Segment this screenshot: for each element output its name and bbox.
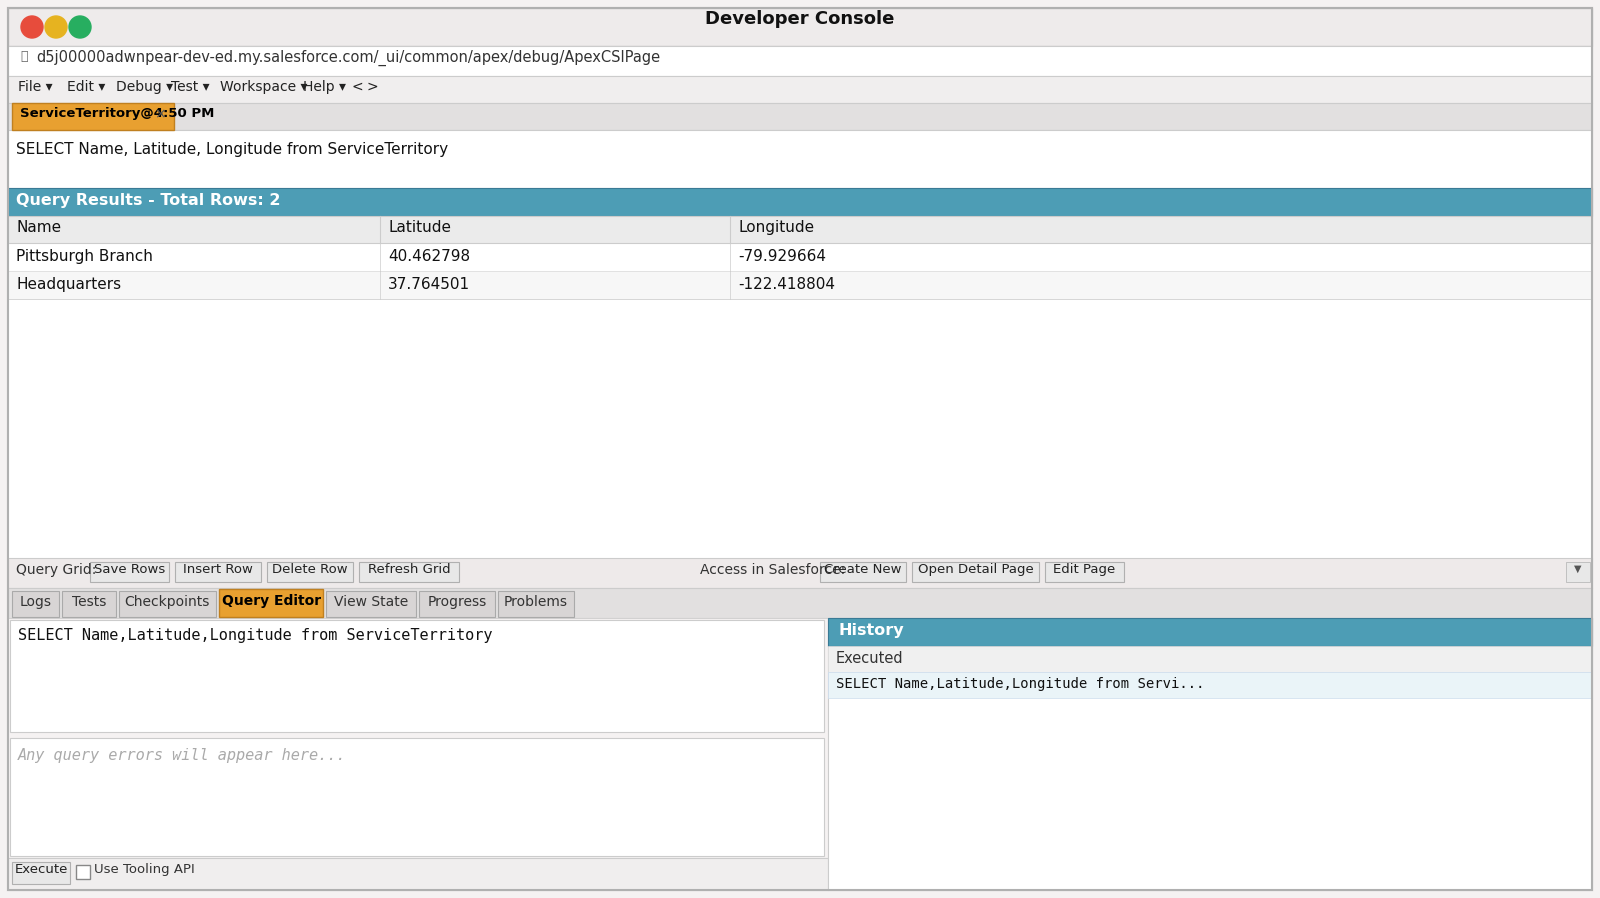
Bar [8, 588, 1592, 618]
Bar [8, 271, 1592, 299]
Text: Progress: Progress [427, 595, 486, 609]
Text: Query Grid:: Query Grid: [16, 563, 96, 577]
Text: Checkpoints: Checkpoints [125, 595, 210, 609]
Text: File ▾: File ▾ [18, 80, 53, 94]
Bar [62, 591, 115, 617]
Bar [912, 562, 1038, 582]
Bar [1045, 562, 1123, 582]
Text: Developer Console: Developer Console [706, 10, 894, 28]
Bar [819, 562, 906, 582]
Text: Help ▾: Help ▾ [302, 80, 346, 94]
Bar [219, 589, 323, 617]
Text: Query Editor: Query Editor [222, 594, 320, 608]
Bar [498, 591, 574, 617]
Text: Edit ▾: Edit ▾ [67, 80, 106, 94]
Bar [13, 591, 59, 617]
Bar [829, 646, 1592, 672]
Text: View State: View State [334, 595, 408, 609]
Text: ServiceTerritory@4:50 PM: ServiceTerritory@4:50 PM [19, 107, 214, 120]
Text: Debug ▾: Debug ▾ [115, 80, 173, 94]
Bar [8, 558, 1592, 588]
Bar [8, 243, 1592, 271]
Circle shape [21, 16, 43, 38]
Circle shape [45, 16, 67, 38]
Text: Open Detail Page: Open Detail Page [917, 563, 1034, 576]
Text: Refresh Grid: Refresh Grid [368, 563, 450, 576]
Text: Name: Name [16, 220, 61, 235]
Text: Delete Row: Delete Row [272, 563, 349, 576]
Text: SELECT Name, Latitude, Longitude from ServiceTerritory: SELECT Name, Latitude, Longitude from Se… [16, 142, 448, 157]
Text: Executed: Executed [835, 651, 904, 666]
Bar [8, 618, 829, 858]
Text: Access in Salesforce:: Access in Salesforce: [701, 563, 845, 577]
Bar [8, 76, 1592, 103]
Text: Pittsburgh Branch: Pittsburgh Branch [16, 249, 154, 264]
Text: 37.764501: 37.764501 [387, 277, 470, 292]
Bar [358, 562, 459, 582]
Text: Tests: Tests [72, 595, 106, 609]
Text: Insert Row: Insert Row [184, 563, 253, 576]
Bar [419, 591, 494, 617]
Text: Any query errors will appear here...: Any query errors will appear here... [18, 748, 347, 763]
Bar [1566, 562, 1590, 582]
Text: History: History [838, 623, 904, 638]
Text: Logs: Logs [19, 595, 51, 609]
Bar [13, 103, 174, 130]
Bar [10, 738, 824, 856]
Text: Workspace ▾: Workspace ▾ [221, 80, 307, 94]
Text: Longitude: Longitude [738, 220, 814, 235]
Text: Execute: Execute [14, 863, 67, 876]
Text: Problems: Problems [504, 595, 568, 609]
Text: ▼: ▼ [1574, 564, 1582, 574]
Bar [118, 591, 216, 617]
Circle shape [69, 16, 91, 38]
Text: ×: × [154, 107, 166, 121]
Bar [829, 672, 1592, 698]
Bar [267, 562, 354, 582]
Text: Edit Page: Edit Page [1053, 563, 1115, 576]
Bar [829, 618, 1592, 646]
Text: Test ▾: Test ▾ [171, 80, 210, 94]
Bar [13, 862, 70, 884]
Bar [8, 103, 1592, 130]
Bar [8, 130, 1592, 188]
Bar [10, 620, 824, 732]
Text: Use Tooling API: Use Tooling API [94, 863, 195, 876]
Bar [77, 865, 90, 879]
Text: SELECT Name,Latitude,Longitude from ServiceTerritory: SELECT Name,Latitude,Longitude from Serv… [18, 628, 493, 643]
Bar [8, 188, 1592, 216]
Text: -79.929664: -79.929664 [738, 249, 826, 264]
Text: Save Rows: Save Rows [94, 563, 165, 576]
Text: -122.418804: -122.418804 [738, 277, 835, 292]
Bar [90, 562, 170, 582]
Bar [8, 299, 1592, 558]
Text: 40.462798: 40.462798 [387, 249, 470, 264]
Bar [8, 858, 829, 890]
Bar [829, 618, 1592, 890]
Bar [8, 8, 1592, 46]
Text: d5j00000adwnpear-dev-ed.my.salesforce.com/_ui/common/apex/debug/ApexCSIPage: d5j00000adwnpear-dev-ed.my.salesforce.co… [35, 50, 661, 66]
Text: Query Results - Total Rows: 2: Query Results - Total Rows: 2 [16, 193, 280, 208]
Text: ⚿: ⚿ [19, 50, 27, 63]
Text: <: < [352, 80, 363, 94]
Bar [8, 46, 1592, 76]
Text: SELECT Name,Latitude,Longitude from Servi...: SELECT Name,Latitude,Longitude from Serv… [835, 677, 1205, 691]
Bar [176, 562, 261, 582]
Text: >: > [366, 80, 378, 94]
Bar [326, 591, 416, 617]
Bar [8, 216, 1592, 243]
Text: Latitude: Latitude [387, 220, 451, 235]
Text: Headquarters: Headquarters [16, 277, 122, 292]
Text: Create New: Create New [824, 563, 902, 576]
